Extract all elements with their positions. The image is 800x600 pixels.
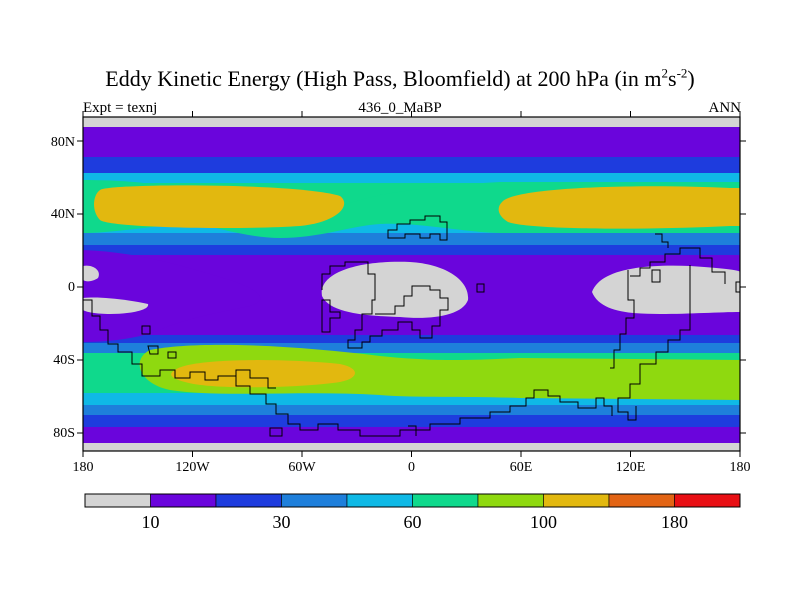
- colorbar-box: [412, 493, 479, 508]
- band: [83, 335, 740, 343]
- band: [83, 405, 740, 415]
- coastlines: [83, 215, 740, 437]
- band: [83, 157, 740, 173]
- lon-label: 0: [408, 460, 415, 475]
- lon-label: 180: [730, 460, 751, 475]
- colorbar-label: 60: [404, 512, 422, 532]
- lon-label: 120W: [175, 460, 210, 475]
- lat-label: 0: [68, 280, 75, 295]
- band: [83, 415, 740, 427]
- colorbar-box: [281, 493, 348, 508]
- band: [83, 343, 740, 353]
- band: [83, 173, 740, 183]
- run-id-label: 436_0_MaBP: [358, 100, 442, 116]
- experiment-label: Expt = texnj: [83, 100, 158, 116]
- colorbar-box: [84, 493, 151, 508]
- band: [83, 427, 740, 443]
- colorbar-box: [674, 493, 741, 508]
- colorbar-label: 100: [530, 512, 557, 532]
- band: [83, 127, 740, 157]
- low-eke-region: [83, 297, 149, 314]
- low-eke-region: [321, 261, 469, 318]
- storm-track-north-core-1: [94, 185, 345, 228]
- season-label: ANN: [708, 100, 742, 116]
- storm-track-south-core: [171, 360, 355, 388]
- band: [83, 245, 740, 255]
- band: [83, 233, 740, 245]
- colorbar-box: [215, 493, 282, 508]
- colorbar-box: [477, 493, 544, 508]
- colorbar: 10 30 60 100 180: [84, 493, 741, 532]
- map-plot-area: [83, 117, 740, 451]
- band-polar-south: [83, 443, 740, 451]
- lat-label: 40N: [51, 207, 75, 222]
- lat-label: 40S: [53, 353, 75, 368]
- band: [83, 223, 740, 233]
- lon-label: 60W: [288, 460, 316, 475]
- axis-ticks: [77, 111, 746, 457]
- colorbar-label: 180: [661, 512, 688, 532]
- lon-label: 120E: [616, 460, 646, 475]
- storm-track-north-core-2: [498, 186, 740, 229]
- colorbar-box: [150, 493, 217, 508]
- band-polar-north: [83, 117, 740, 127]
- colorbar-box: [543, 493, 610, 508]
- low-eke-region: [592, 265, 740, 314]
- low-eke-region: [83, 265, 99, 282]
- colorbar-box: [346, 493, 413, 508]
- tropical-region: [83, 250, 261, 342]
- lon-label: 60E: [510, 460, 533, 475]
- lat-label: 80S: [53, 426, 75, 441]
- colorbar-label: 10: [142, 512, 160, 532]
- colorbar-box: [608, 493, 675, 508]
- axis-labels: 180 120W 60W 0 60E 120E 180 80N 40N 0 40…: [51, 135, 751, 475]
- plot-title: Eddy Kinetic Energy (High Pass, Bloomfie…: [105, 65, 695, 91]
- lon-label: 180: [73, 460, 94, 475]
- lat-label: 80N: [51, 135, 75, 150]
- colorbar-frame: [84, 493, 741, 508]
- colorbar-label: 30: [273, 512, 291, 532]
